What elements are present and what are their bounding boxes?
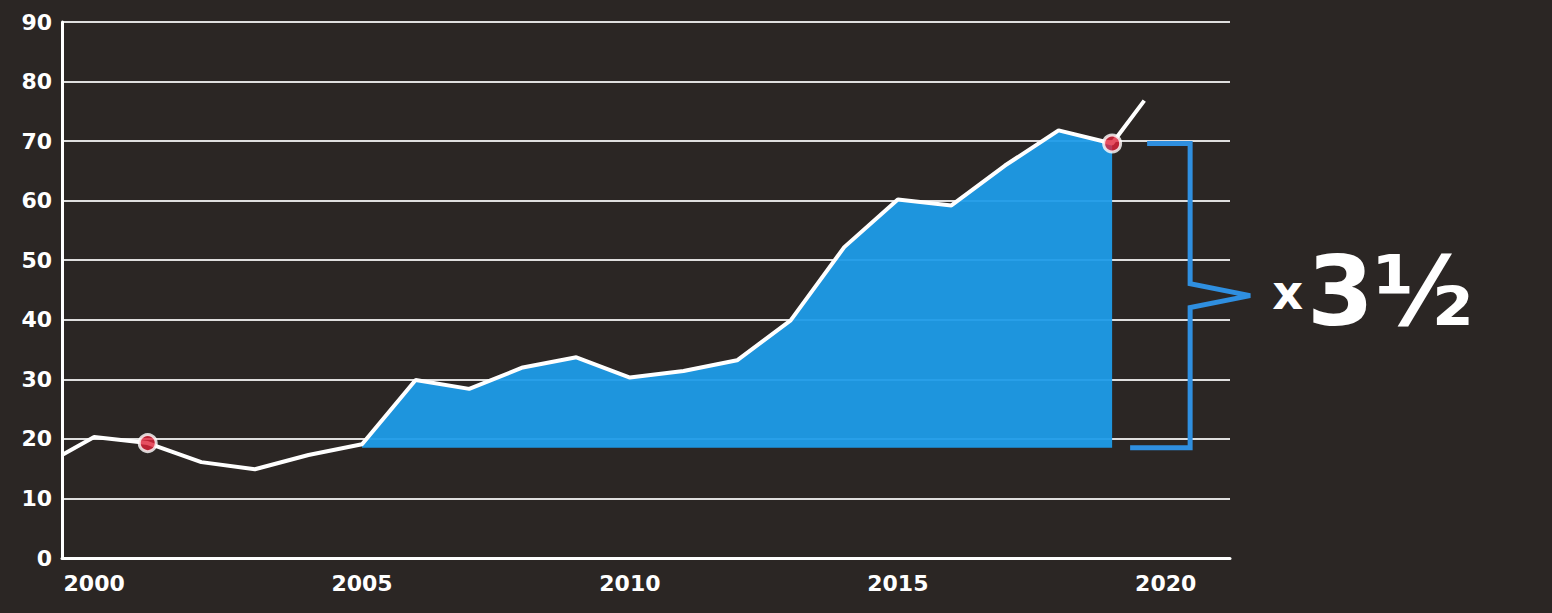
svg-text:2000: 2000 — [64, 571, 125, 596]
svg-text:0: 0 — [37, 546, 52, 571]
svg-text:30: 30 — [21, 367, 52, 392]
svg-text:90: 90 — [21, 10, 52, 35]
svg-text:70: 70 — [21, 129, 52, 154]
svg-text:2005: 2005 — [331, 571, 392, 596]
svg-text:60: 60 — [21, 188, 52, 213]
svg-text:2010: 2010 — [599, 571, 660, 596]
svg-text:2015: 2015 — [867, 571, 928, 596]
svg-text:x: x — [1272, 264, 1303, 320]
svg-text:80: 80 — [21, 69, 52, 94]
svg-text:40: 40 — [21, 307, 52, 332]
svg-text:10: 10 — [21, 486, 52, 511]
svg-text:2020: 2020 — [1135, 571, 1196, 596]
svg-text:3½: 3½ — [1307, 236, 1473, 348]
svg-text:20: 20 — [21, 426, 52, 451]
svg-text:50: 50 — [21, 248, 52, 273]
